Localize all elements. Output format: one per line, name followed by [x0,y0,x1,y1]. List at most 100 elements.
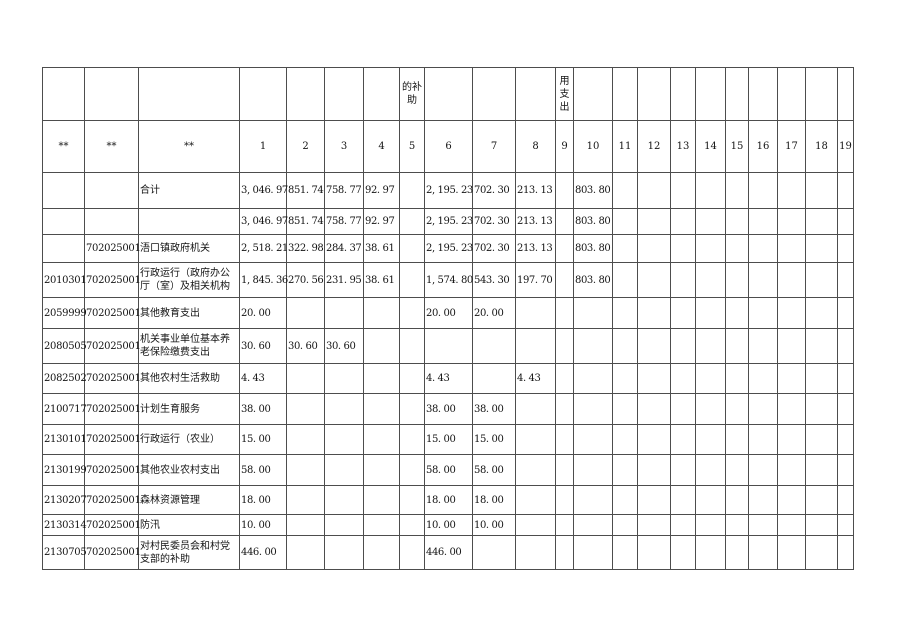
value-cell [573,363,613,394]
header-empty-cell [777,67,806,121]
value-cell [777,262,806,298]
value-cell [777,234,806,263]
value-cell [777,328,806,364]
value-cell [363,363,400,394]
value-cell [555,208,574,235]
org-code-cell [84,172,139,209]
item-name-cell: 行政运行（政府办公厅（室）及相关机构 [138,262,240,298]
value-cell [324,535,364,570]
value-cell [695,328,726,364]
function-code-cell: 2100717 [42,393,87,425]
value-cell: 4. 43 [424,363,473,394]
value-cell [472,363,516,394]
masked-header-cell: ** [138,120,240,173]
value-cell: 18. 00 [239,485,287,515]
value-cell [612,208,638,235]
value-cell [748,454,778,486]
value-cell [555,172,574,209]
org-code-cell: 702025001 [84,454,141,486]
value-cell [472,535,516,570]
value-cell [837,234,854,263]
value-cell [363,424,400,455]
function-code-cell [42,208,85,235]
value-cell [670,485,696,515]
function-code-cell: 2082502 [42,363,87,394]
value-cell: 803. 80 [573,208,613,235]
item-name-cell: 计划生育服务 [138,393,240,425]
table-row: 2130314 702025001 防汛 10. 00 10. 00 10. 00 [42,514,854,536]
value-cell [748,172,778,209]
org-code-cell: 702025001 [84,485,141,515]
header-empty-cell [363,67,400,121]
value-cell [573,514,613,536]
value-cell [637,234,671,263]
header-empty-cell [239,67,287,121]
table-row: 3, 046. 97 851. 74 758. 77 92. 97 2, 195. 23… [42,208,854,235]
value-cell [725,454,749,486]
masked-header-cell: ** [42,120,85,173]
value-cell [612,424,638,455]
value-cell [725,328,749,364]
value-cell [612,535,638,570]
value-cell [777,208,806,235]
value-cell: 38. 00 [239,393,287,425]
value-cell: 231. 95 [324,262,364,298]
org-code-cell: 702025001 [84,234,141,263]
value-cell [637,393,671,425]
value-cell: 213. 13 [515,208,556,235]
value-cell [555,328,574,364]
value-cell: 2, 195. 23 [424,234,473,263]
header-empty-cell [670,67,696,121]
value-cell [637,454,671,486]
value-cell: 20. 00 [424,297,473,329]
value-cell [555,234,574,263]
value-cell [670,363,696,394]
value-cell [725,424,749,455]
value-cell [725,297,749,329]
value-cell [748,262,778,298]
value-cell [748,234,778,263]
column-number-cell: 9 [555,120,574,173]
item-name-cell: 其他农业农村支出 [138,454,240,486]
value-cell: 20. 00 [472,297,516,329]
header-empty-cell [286,67,325,121]
value-cell [725,535,749,570]
value-cell [777,424,806,455]
value-cell [573,393,613,425]
value-cell [612,485,638,515]
value-cell [777,363,806,394]
table-row: 2130101 702025001 行政运行（农业） 15. 00 15. 00 15. … [42,424,854,455]
value-cell: 284. 37 [324,234,364,263]
value-cell [777,172,806,209]
column-number-cell: 3 [324,120,364,173]
value-cell [515,424,556,455]
value-cell [363,393,400,425]
value-cell: 322. 98 [286,234,325,263]
value-cell [515,297,556,329]
value-cell: 4. 43 [239,363,287,394]
value-cell: 38. 61 [363,262,400,298]
value-cell [399,454,425,486]
header-empty-cell [424,67,473,121]
value-cell [286,424,325,455]
value-cell [555,535,574,570]
value-cell [324,363,364,394]
value-cell [555,514,574,536]
value-cell: 92. 97 [363,208,400,235]
table-body: 的补助 用支出 ** ** ** 1 2 3 4 5 6 7 8 9 10 11 12 13 14 15 16 17 18 1… [42,67,854,570]
value-cell [695,424,726,455]
value-cell [286,514,325,536]
table-row: 2130705 702025001 对村民委员会和村党支部的补助 446. 00 446… [42,535,854,570]
column-number-cell: 8 [515,120,556,173]
value-cell: 446. 00 [424,535,473,570]
org-code-cell: 702025001 [84,297,141,329]
value-cell [399,363,425,394]
value-cell [612,363,638,394]
value-cell [805,514,838,536]
org-code-cell [84,208,139,235]
table-row: 2010301 702025001 行政运行（政府办公厅（室）及相关机构 1, 845… [42,262,854,298]
function-code-cell [42,234,85,263]
value-cell [573,454,613,486]
item-name-cell: 森林资源管理 [138,485,240,515]
value-cell [363,514,400,536]
